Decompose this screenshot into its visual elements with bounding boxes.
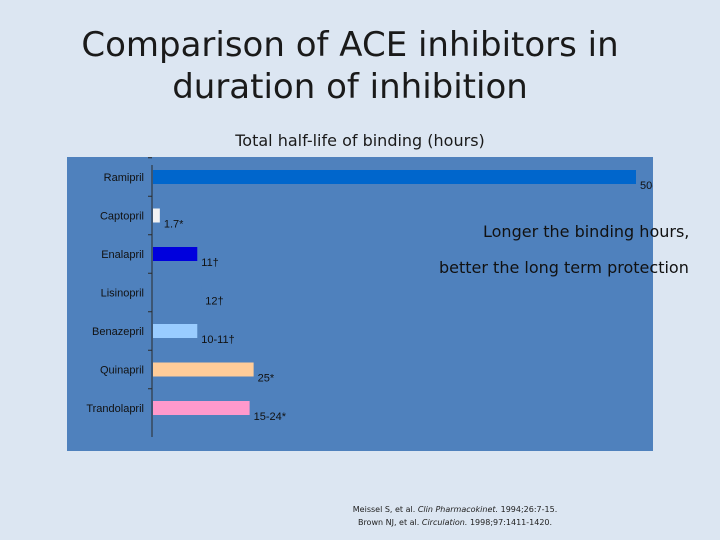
slide-title: Comparison of ACE inhibitors in duration… [0, 24, 700, 108]
reference-1: Meissel S, et al. Clin Pharmacokinet. 19… [352, 505, 558, 514]
chart-caption: Total half-life of binding (hours) [235, 131, 485, 150]
category-label: Ramipril [104, 172, 144, 184]
bar [153, 247, 198, 261]
bar [153, 170, 636, 184]
value-label: 1.7* [164, 219, 184, 231]
chart-panel: Ramipril 50-120* Captopril 1.7* Enalapril 11†… [67, 157, 653, 451]
value-label: 15-24* [254, 411, 287, 423]
bar-chart: Ramipril 50-120* Captopril 1.7* Enalapril 11†… [86, 157, 653, 437]
annotation-line-1: Longer the binding hours, [483, 222, 690, 241]
slide-title-line-1: Comparison of ACE inhibitors in [81, 25, 619, 65]
value-label: 25* [258, 373, 275, 385]
bar [153, 362, 254, 377]
bar [153, 401, 250, 415]
bar [153, 285, 202, 300]
reference-2: Brown NJ, et al. Circulation. 1998;97:14… [357, 518, 553, 527]
category-label: Enalapril [101, 249, 144, 261]
value-label: 10-11† [201, 334, 234, 346]
annotation-line-2: better the long term protection [439, 258, 689, 277]
slide-title-line-2: duration of inhibition [172, 67, 528, 107]
references: Meissel S, et al. Clin Pharmacokinet. 19… [320, 503, 590, 529]
bar [153, 324, 198, 338]
value-label: 50-120* [640, 180, 653, 192]
value-label: 12† [205, 296, 223, 308]
category-label: Quinapril [100, 365, 144, 377]
category-label: Trandolapril [86, 403, 144, 415]
category-label: Lisinopril [101, 288, 144, 300]
value-label: 11† [201, 257, 219, 269]
category-label: Captopril [100, 211, 144, 223]
bar [153, 208, 160, 223]
category-label: Benazepril [92, 326, 144, 338]
